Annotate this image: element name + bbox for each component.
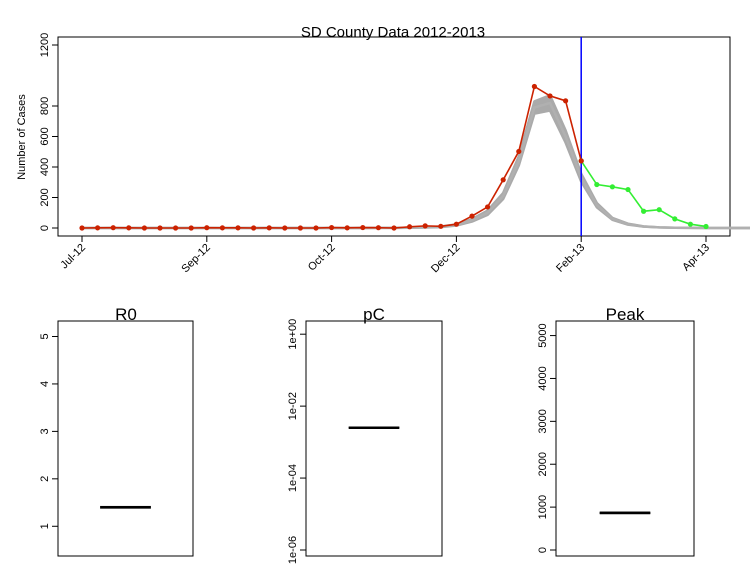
chart-title: SD County Data 2012-2013 — [301, 24, 485, 41]
observed-fit-period-point — [110, 225, 116, 231]
observed-series — [79, 83, 709, 231]
boxplot-y-tick-label: 3 — [39, 428, 51, 434]
observed-fit-period-point — [453, 221, 459, 227]
y-axis-label: Number of Cases — [16, 94, 28, 180]
observed-fit-period-point — [219, 225, 225, 231]
y-tick-label: 800 — [39, 97, 51, 115]
observed-forecast-period-line — [580, 160, 707, 228]
observed-forecast-period-point — [641, 208, 647, 214]
observed-fit-period-point — [204, 225, 210, 231]
observed-fit-period-point — [469, 213, 475, 219]
observed-fit-period-point — [126, 225, 132, 231]
observed-forecast-period-point — [656, 207, 662, 213]
observed-forecast-period-point — [672, 216, 678, 222]
simulation-band — [80, 94, 750, 230]
pc-boxplot-panel: pC 1e-06 1e-04 1e-02 1e+00 — [287, 305, 443, 564]
boxplot-frame — [57, 320, 194, 557]
observed-fit-period-point — [344, 225, 350, 231]
observed-fit-period-point — [282, 225, 288, 231]
observed-fit-period-point — [516, 148, 522, 155]
x-tick-label: Dec-12 — [429, 242, 463, 276]
observed-fit-period-point — [329, 224, 335, 231]
observed-fit-period-point — [141, 225, 147, 231]
x-tick-label: Jul-12 — [58, 242, 88, 272]
boxplot-y-tick-label: 5 — [39, 333, 51, 339]
observed-fit-period-point — [79, 225, 85, 231]
observed-fit-period-point — [407, 224, 413, 230]
y-tick-label: 600 — [39, 127, 51, 145]
y-tick-label: 0 — [39, 225, 51, 231]
boxplot-y-tick-label: 1000 — [537, 495, 549, 519]
x-tick-label: Feb-13 — [554, 242, 587, 275]
observed-fit-period-point — [173, 225, 179, 231]
observed-fit-period-point — [563, 98, 569, 104]
observed-forecast-period-point — [594, 181, 600, 188]
observed-fit-period-point — [251, 225, 257, 231]
boxplot-y-tick-label: 4 — [39, 381, 51, 387]
plot-frame — [57, 36, 731, 237]
simulation-median-line — [82, 101, 750, 230]
observed-fit-period-point — [360, 224, 366, 231]
r0-boxplot-panel: R0 1 2 3 4 5 — [39, 305, 194, 557]
observed-fit-period-point — [500, 177, 506, 183]
observed-forecast-period-point — [687, 221, 694, 227]
boxplot-y-tick-label: 0 — [537, 547, 549, 553]
observed-fit-period-point — [313, 225, 319, 231]
observed-fit-period-point — [547, 93, 553, 99]
observed-fit-period-point — [531, 83, 538, 90]
boxplot-y-tick-label: 2000 — [537, 452, 549, 476]
boxplot-y-tick-label: 1 — [39, 523, 51, 529]
observed-fit-period-point — [485, 204, 491, 210]
observed-fit-period-point — [157, 225, 163, 231]
boxplot-y-tick-label: 3000 — [537, 409, 549, 433]
pc-title: pC — [363, 305, 385, 324]
boxplot-y-tick-label: 2 — [39, 476, 51, 482]
model-simulations — [80, 94, 750, 230]
observed-fit-period-point — [266, 225, 272, 231]
y-tick-label: 400 — [39, 158, 51, 176]
observed-fit-period-point — [95, 225, 101, 231]
observed-fit-period-point — [422, 223, 428, 229]
observed-forecast-period-point — [625, 186, 631, 193]
x-axis: Jul-12 Sep-12 Oct-12 Dec-12 Feb-13 Apr-13 — [58, 235, 712, 276]
x-tick-label: Oct-12 — [306, 242, 338, 274]
y-axis: 0 200 400 600 800 1200 — [39, 33, 59, 231]
boxplot-y-tick-label: 4000 — [537, 366, 549, 390]
time-series-panel: SD County Data 2012-2013 Number of Cases… — [16, 24, 750, 275]
boxplot-y-tick-label: 1e-04 — [287, 464, 299, 492]
r0-title: R0 — [115, 305, 137, 324]
observed-fit-period-point — [235, 225, 241, 231]
boxplot-frame — [555, 320, 695, 557]
observed-fit-period-point — [375, 225, 381, 231]
boxplot-frame — [305, 320, 443, 557]
y-tick-label: 1200 — [39, 33, 51, 57]
x-tick-label: Apr-13 — [680, 242, 712, 274]
boxplot-y-tick-label: 5000 — [537, 323, 549, 347]
observed-fit-period-point — [188, 225, 194, 231]
peak-boxplot-panel: Peak 0 1000 2000 3000 4000 5000 — [537, 305, 695, 557]
observed-forecast-period-point — [609, 184, 616, 190]
x-tick-label: Sep-12 — [179, 242, 213, 276]
boxplot-y-tick-label: 1e-06 — [287, 536, 299, 564]
peak-title: Peak — [606, 305, 645, 324]
observed-forecast-period-point — [703, 223, 709, 230]
observed-fit-period-point — [297, 225, 303, 231]
y-tick-label: 200 — [39, 188, 51, 206]
boxplot-y-tick-label: 1e+00 — [287, 319, 299, 350]
observed-fit-period-point — [578, 158, 584, 164]
observed-fit-period-point — [438, 223, 444, 229]
observed-fit-period-line — [81, 85, 582, 229]
boxplot-y-tick-label: 1e-02 — [287, 392, 299, 420]
observed-fit-period-point — [391, 225, 397, 231]
